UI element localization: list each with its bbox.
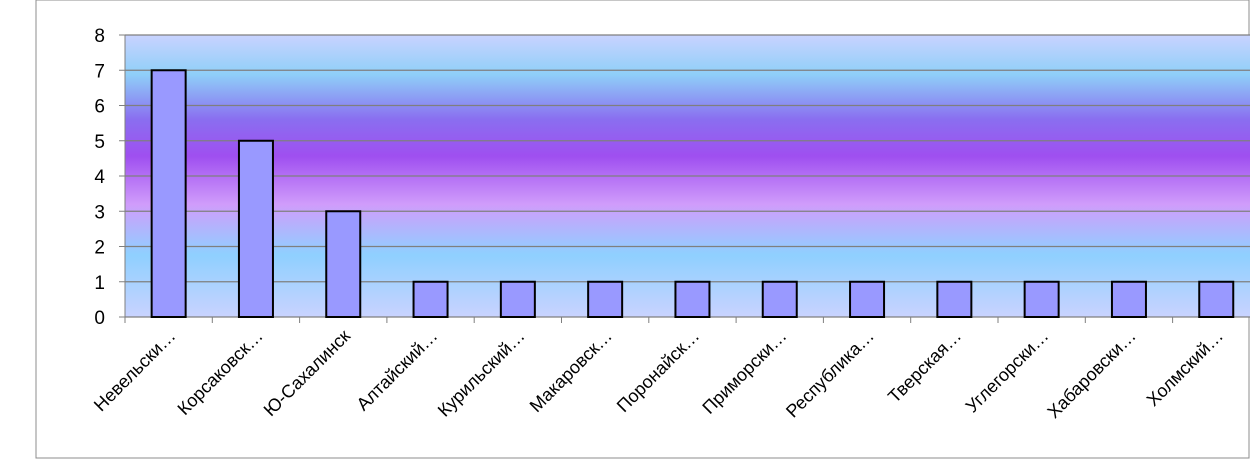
bars: [150, 69, 1235, 318]
y-tick-label: 5: [94, 132, 105, 153]
bar: [412, 280, 449, 318]
y-tick-labels: 0 1 2 3 4 5 6 7 8: [94, 26, 105, 329]
bar: [325, 210, 362, 318]
bar: [499, 280, 536, 318]
y-tick-label: 1: [94, 273, 105, 294]
y-tick-label: 7: [94, 61, 105, 82]
y-tick-label: 6: [94, 97, 105, 118]
bar: [237, 139, 274, 318]
y-tick-label: 4: [94, 167, 105, 188]
bar: [674, 280, 711, 318]
bar: [150, 69, 187, 318]
gridlines: [125, 34, 1250, 283]
bar: [1110, 280, 1147, 318]
y-tick-label: 0: [94, 308, 105, 329]
bar: [1023, 280, 1060, 318]
bar: [587, 280, 624, 318]
bar: [1198, 280, 1235, 318]
y-tick-label: 3: [94, 202, 105, 223]
bar: [849, 280, 886, 318]
bar: [761, 280, 798, 318]
bar: [936, 280, 973, 318]
y-tick-label: 8: [94, 26, 105, 47]
y-tick-label: 2: [94, 238, 105, 259]
